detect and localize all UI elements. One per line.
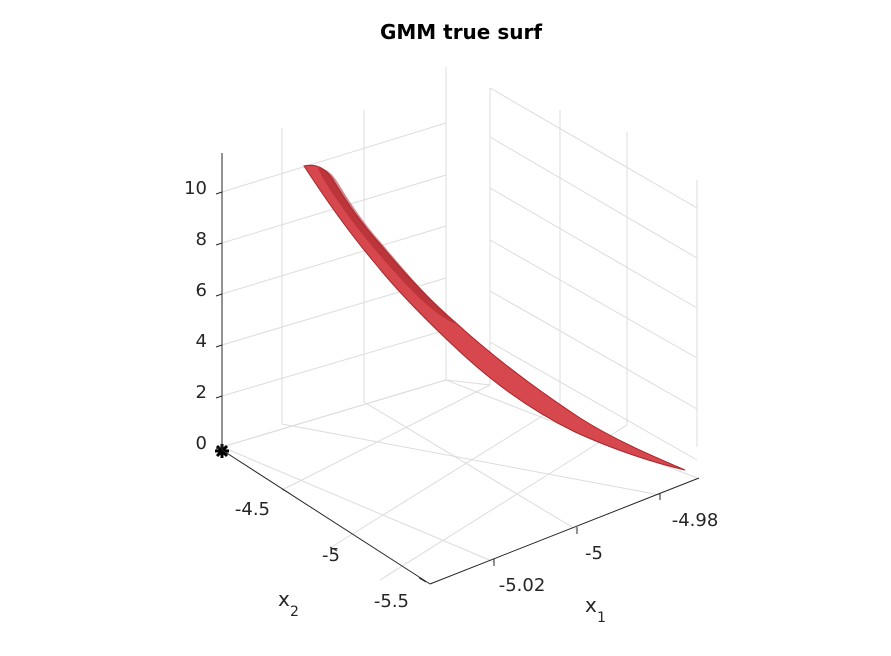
chart-title: GMM true surf bbox=[380, 20, 542, 44]
surface bbox=[303, 164, 686, 471]
z-tick-label: 4 bbox=[196, 331, 207, 352]
z-tick-label: 10 bbox=[184, 178, 207, 199]
x-axis-label-sub: 1 bbox=[597, 610, 606, 626]
grid-lines bbox=[221, 67, 698, 581]
grid-line bbox=[221, 379, 447, 448]
grid-line bbox=[379, 424, 628, 581]
grid-line bbox=[489, 136, 698, 259]
grid-line bbox=[489, 239, 698, 359]
grid-line bbox=[221, 329, 447, 397]
grid-line bbox=[281, 384, 491, 491]
y-tick bbox=[329, 546, 338, 552]
y-axis-line bbox=[221, 449, 431, 585]
x-tick-label: -5.02 bbox=[499, 575, 546, 596]
x-tick-label: -5 bbox=[585, 543, 603, 564]
y-tick bbox=[418, 577, 427, 583]
grid-line bbox=[221, 446, 495, 563]
y-tick-label: -4.5 bbox=[235, 499, 270, 520]
y-tick-labels: -4.5 -5 -5.5 bbox=[235, 499, 409, 612]
z-tick bbox=[215, 191, 223, 195]
z-tick-label: 0 bbox=[196, 433, 207, 454]
x-axis-label: x 1 bbox=[585, 593, 606, 626]
y-tick-label: -5 bbox=[322, 545, 340, 566]
z-tick bbox=[215, 344, 223, 348]
surface-shade bbox=[318, 168, 456, 324]
grid-line bbox=[489, 87, 698, 209]
grid-line bbox=[489, 341, 698, 461]
y-axis-label: x 2 bbox=[278, 587, 299, 620]
grid-line bbox=[221, 122, 447, 193]
z-tick bbox=[215, 293, 223, 297]
z-tick-label: 2 bbox=[196, 382, 207, 403]
x-axis-label-base: x bbox=[585, 593, 597, 617]
z-tick bbox=[215, 395, 223, 399]
z-tick bbox=[215, 242, 223, 246]
y-axis-label-sub: 2 bbox=[290, 604, 299, 620]
x-tick-labels: -5.02 -5 -4.98 bbox=[499, 510, 719, 596]
grid-line bbox=[221, 225, 447, 295]
grid-line bbox=[445, 379, 491, 386]
grid-line bbox=[363, 401, 578, 531]
z-tick-label: 6 bbox=[196, 280, 207, 301]
grid-line bbox=[489, 290, 698, 410]
z-tick-labels: 0 2 4 6 8 10 bbox=[184, 178, 207, 454]
y-tick-label: -5.5 bbox=[374, 591, 409, 612]
surface-patch bbox=[303, 164, 686, 471]
axes bbox=[215, 153, 700, 585]
x-axis-line bbox=[429, 477, 700, 585]
grid-line bbox=[329, 404, 561, 549]
grid-line bbox=[281, 423, 661, 496]
grid-line bbox=[489, 187, 698, 309]
y-axis-label-base: x bbox=[278, 587, 290, 611]
y-tick bbox=[281, 488, 290, 494]
z-tick-label: 8 bbox=[196, 229, 207, 250]
z-tick bbox=[215, 446, 223, 450]
x-tick-label: -4.98 bbox=[672, 510, 719, 531]
